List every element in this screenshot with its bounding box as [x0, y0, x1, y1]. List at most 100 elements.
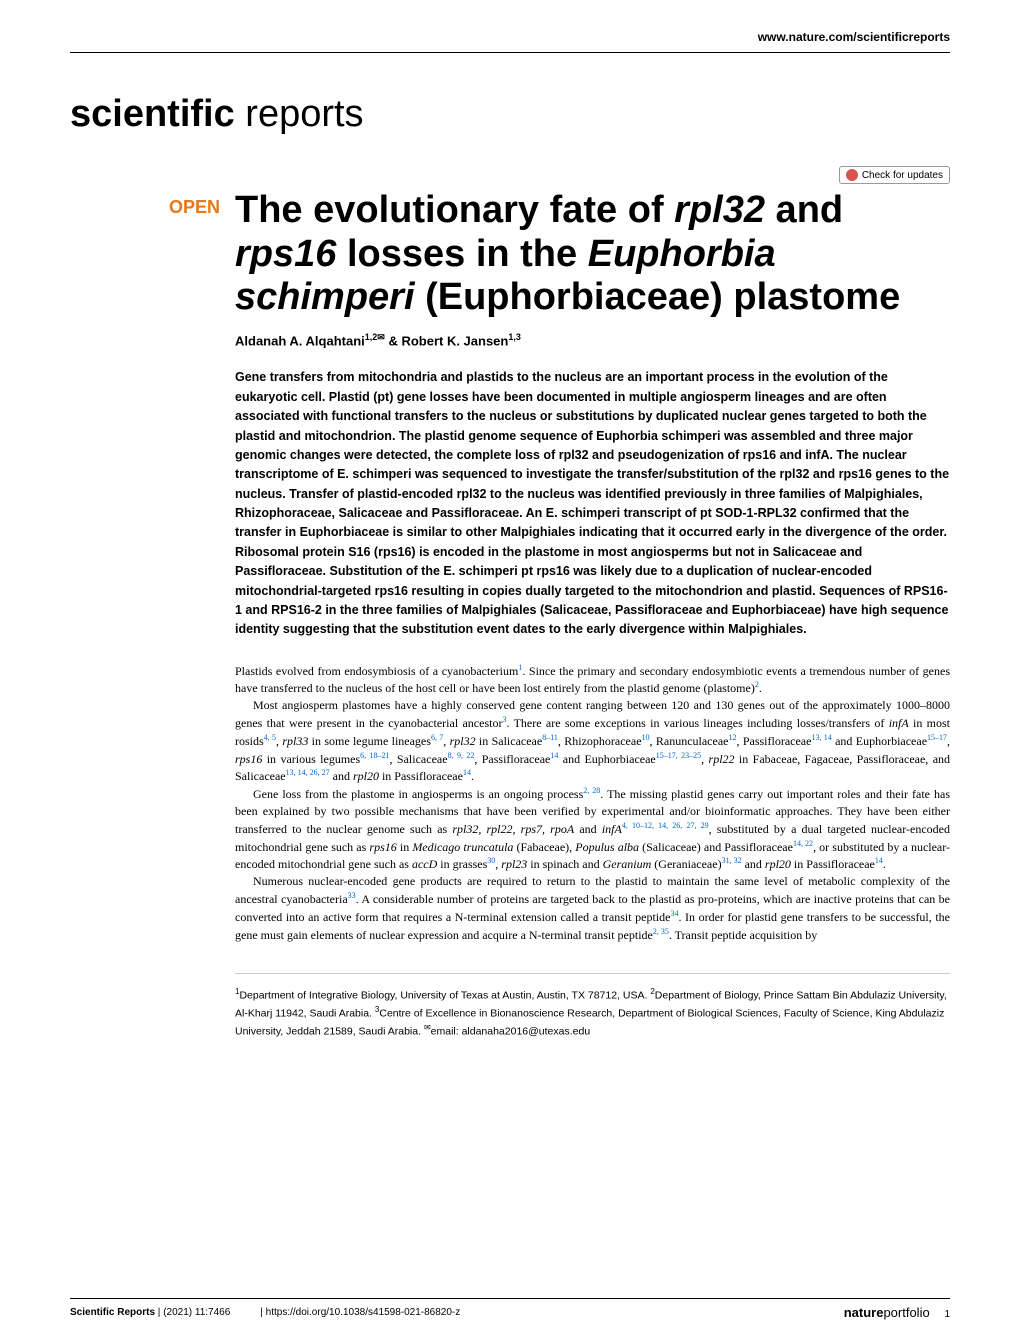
- text: in spinach and: [527, 857, 602, 871]
- publisher-name: nature: [844, 1305, 884, 1320]
- abstract: Gene transfers from mitochondria and pla…: [235, 368, 950, 639]
- text: , Passifloraceae: [737, 734, 812, 748]
- text: , Passifloraceae: [474, 752, 550, 766]
- body-text: Plastids evolved from endosymbiosis of a…: [235, 662, 950, 944]
- text: (Fabaceae),: [513, 840, 575, 854]
- italic: Medicago truncatula: [412, 840, 513, 854]
- text: Gene loss from the plastome in angiosper…: [253, 787, 583, 801]
- citation[interactable]: 13, 14: [811, 733, 831, 742]
- title-italic: rpl32: [674, 189, 765, 231]
- text: and: [330, 769, 353, 783]
- journal-logo: scientific reports: [70, 93, 950, 136]
- check-updates-icon: [846, 169, 858, 181]
- italic: rpl23: [501, 857, 527, 871]
- citation[interactable]: 14, 22: [793, 839, 813, 848]
- text: in: [397, 840, 413, 854]
- citation[interactable]: 10: [642, 733, 650, 742]
- italic: rpl32: [450, 734, 476, 748]
- citation[interactable]: 14: [463, 768, 471, 777]
- citation[interactable]: 4, 10–12, 14, 26, 27, 29: [622, 821, 709, 830]
- citation[interactable]: 8–11: [542, 733, 558, 742]
- title-italic: rps16: [235, 233, 336, 275]
- journal-name-bold: scientific: [70, 93, 235, 135]
- title-text: The evolutionary fate of: [235, 189, 674, 231]
- author-name: Aldanah A. Alqahtani: [235, 333, 365, 348]
- article-title: The evolutionary fate of rpl32 and rps16…: [235, 189, 950, 320]
- citation[interactable]: 6, 18–21: [360, 751, 389, 760]
- email-icon: ✉: [424, 1023, 431, 1032]
- text: , Rhizophoraceae: [558, 734, 642, 748]
- author-affil: 1,3: [508, 332, 521, 342]
- author-affil: 1,2✉: [365, 332, 385, 342]
- affil-text: Department of Integrative Biology, Unive…: [239, 990, 650, 1002]
- text: in Salicaceae: [476, 734, 543, 748]
- footer-journal: Scientific Reports: [70, 1307, 155, 1318]
- citation[interactable]: 2, 35: [653, 927, 669, 936]
- check-updates-container: Check for updates: [70, 166, 950, 184]
- authors: Aldanah A. Alqahtani1,2✉ & Robert K. Jan…: [235, 332, 950, 348]
- italic: rpl22: [709, 752, 735, 766]
- title-text: (Euphorbiaceae) plastome: [415, 276, 901, 318]
- italic: infA: [889, 716, 909, 730]
- text: (Salicaceae) and Passifloraceae: [639, 840, 793, 854]
- italic: rpl33: [282, 734, 308, 748]
- text: and Euphorbiaceae: [558, 752, 655, 766]
- text: in some legume lineages: [308, 734, 431, 748]
- page-footer: Scientific Reports | (2021) 11:7466 | ht…: [70, 1298, 950, 1320]
- text: (Geraniaceae): [651, 857, 721, 871]
- header-url: www.nature.com/scientificreports: [70, 30, 950, 53]
- check-updates-badge[interactable]: Check for updates: [839, 166, 950, 184]
- footer-citation: (2021) 11:7466: [163, 1307, 230, 1318]
- text: and: [574, 822, 602, 836]
- citation[interactable]: 6, 7: [431, 733, 443, 742]
- text: .: [883, 857, 886, 871]
- text: in grasses: [437, 857, 487, 871]
- text: . There are some exceptions in various l…: [506, 716, 888, 730]
- citation[interactable]: 15–17: [927, 733, 947, 742]
- paragraph: Numerous nuclear-encoded gene products a…: [235, 873, 950, 943]
- citation[interactable]: 33: [348, 891, 356, 900]
- footer-doi[interactable]: https://doi.org/10.1038/s41598-021-86820…: [266, 1307, 461, 1318]
- publisher-logo: natureportfolio: [844, 1305, 934, 1320]
- italic: rpl20: [765, 857, 791, 871]
- journal-name-light: reports: [235, 93, 364, 135]
- paragraph: Most angiosperm plastomes have a highly …: [235, 697, 950, 785]
- title-text: losses in the: [336, 233, 587, 275]
- text: , Salicaceae: [390, 752, 448, 766]
- page-number: 1: [944, 1309, 950, 1320]
- text: and Euphorbiaceae: [832, 734, 927, 748]
- text: , Ranunculaceae: [650, 734, 729, 748]
- text: Plastids evolved from endosymbiosis of a…: [235, 664, 518, 678]
- italic: rpl20: [353, 769, 379, 783]
- italic: Populus alba: [575, 840, 639, 854]
- title-text: and: [765, 189, 843, 231]
- text: ,: [701, 752, 708, 766]
- citation[interactable]: 4, 5: [264, 733, 276, 742]
- text: in Passifloraceae: [791, 857, 875, 871]
- italic: rps16: [369, 840, 396, 854]
- text: .: [759, 681, 762, 695]
- citation[interactable]: 13, 14, 26, 27: [286, 768, 330, 777]
- text: ,: [947, 734, 950, 748]
- italic: rpl32, rpl22, rps7, rpoA: [452, 822, 574, 836]
- italic: infA: [602, 822, 622, 836]
- citation[interactable]: 2, 28: [583, 786, 600, 795]
- text: and: [742, 857, 765, 871]
- publisher-sub: portfolio: [883, 1305, 929, 1320]
- citation[interactable]: 31, 32: [722, 856, 742, 865]
- citation[interactable]: 8, 9, 22: [448, 751, 475, 760]
- text: .: [471, 769, 474, 783]
- paragraph: Plastids evolved from endosymbiosis of a…: [235, 662, 950, 698]
- corresponding-email: email: aldanaha2016@utexas.edu: [431, 1025, 591, 1037]
- citation[interactable]: 15–17, 23–25: [656, 751, 701, 760]
- citation[interactable]: 12: [729, 733, 737, 742]
- italic: Geranium: [603, 857, 652, 871]
- author-name: & Robert K. Jansen: [385, 333, 509, 348]
- text: . Transit peptide acquisition by: [669, 928, 817, 942]
- italic: rps16: [235, 752, 262, 766]
- citation[interactable]: 14: [875, 856, 883, 865]
- open-access-badge: OPEN: [70, 189, 220, 1040]
- text: in Passifloraceae: [379, 769, 463, 783]
- paragraph: Gene loss from the plastome in angiosper…: [235, 785, 950, 873]
- affiliations: 1Department of Integrative Biology, Univ…: [235, 973, 950, 1039]
